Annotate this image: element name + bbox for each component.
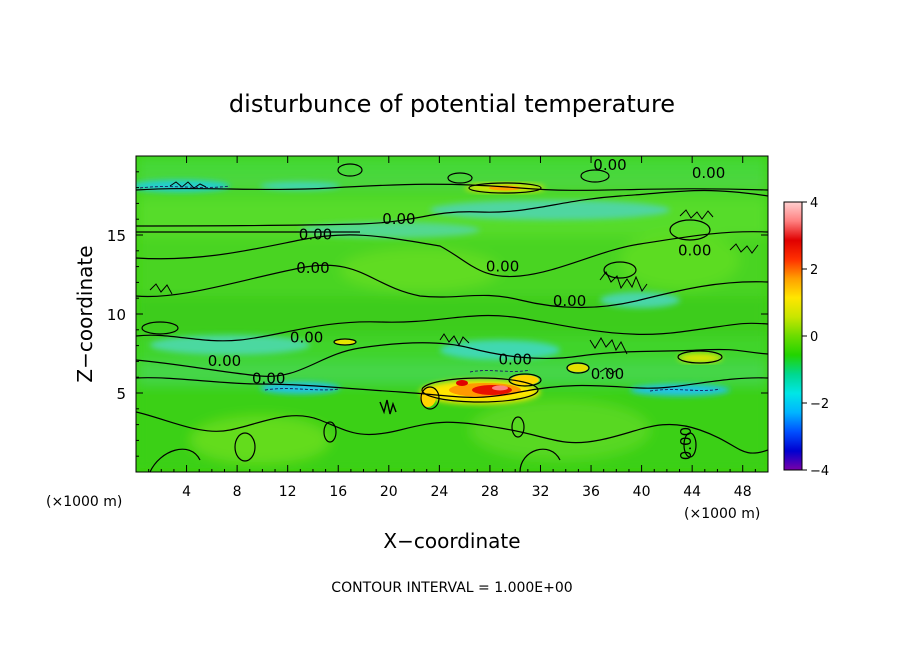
contour-label: 0.00	[299, 226, 332, 244]
y-tick-label: 5	[116, 385, 126, 403]
x-tick-label: 48	[734, 484, 752, 500]
x-tick-label: 12	[279, 484, 297, 500]
colorbar-tick-label: 0	[810, 330, 818, 345]
x-tick-label: 20	[380, 484, 398, 500]
x-tick-label: 40	[633, 484, 651, 500]
colorbar-tick-label: 4	[810, 196, 818, 211]
contour-labels: 0.00 0.00 0.00 0.00 0.00 0.00 0.00 0.00 0.00 0.00…	[208, 156, 726, 460]
x-tick-label: 8	[233, 484, 242, 500]
contour-label: 0.00	[382, 210, 415, 228]
contour-label: 0.00	[593, 156, 626, 174]
chart-title: disturbunce of potential temperature	[229, 90, 675, 118]
x-axis-label: X−coordinate	[383, 529, 520, 553]
x-axis: 4 8 12 16 20 24 28 32 36 40 44 48	[148, 156, 756, 500]
contour-lines	[136, 163, 768, 472]
colorbar-tick-label: −2	[810, 397, 829, 412]
x-tick-label: 36	[582, 484, 600, 500]
x-tick-label: 44	[683, 484, 701, 500]
plot-area: 0.00 0.00 0.00 0.00 0.00 0.00 0.00 0.00 0.00 0.00…	[136, 156, 768, 472]
x-tick-label: 16	[329, 484, 347, 500]
contour-label: 0.00	[678, 242, 711, 260]
y-tick-label: 10	[107, 306, 126, 324]
x-unit-label-right: (×1000 m)	[684, 506, 760, 522]
contour-label: 0.00	[498, 351, 531, 369]
x-tick-label: 32	[532, 484, 550, 500]
y-axis-label: Z−coordinate	[73, 245, 97, 382]
cool-anomalies	[136, 180, 730, 396]
contour-label: 0.00	[486, 257, 519, 275]
colorbar-tick-label: 2	[810, 263, 818, 278]
contour-interval-note: CONTOUR INTERVAL = 1.000E+00	[331, 580, 572, 596]
contour-label: 0.00	[290, 328, 323, 346]
x-tick-label: 24	[430, 484, 448, 500]
contour-label: 0.00	[208, 352, 241, 370]
colorbar: −4 −2 0 2 4	[783, 196, 829, 479]
colorbar-tick-label: −4	[810, 464, 829, 479]
dashed-contours	[139, 185, 721, 392]
contour-label: 0.00	[252, 370, 285, 388]
contour-label: 0.00	[692, 164, 725, 182]
x-unit-label-left: (×1000 m)	[46, 494, 122, 510]
contour-label: 0.00	[677, 427, 695, 460]
y-axis: 5 10 15	[107, 171, 768, 457]
x-tick-label: 4	[182, 484, 191, 500]
x-tick-label: 28	[481, 484, 499, 500]
contour-label: 0.00	[591, 365, 624, 383]
field-texture	[136, 156, 768, 472]
contour-label: 0.00	[553, 292, 586, 310]
y-tick-label: 15	[107, 227, 126, 245]
colorbar-ticks: −4 −2 0 2 4	[802, 196, 829, 479]
colorbar-ramp	[783, 201, 803, 471]
contour-label: 0.00	[296, 259, 329, 277]
